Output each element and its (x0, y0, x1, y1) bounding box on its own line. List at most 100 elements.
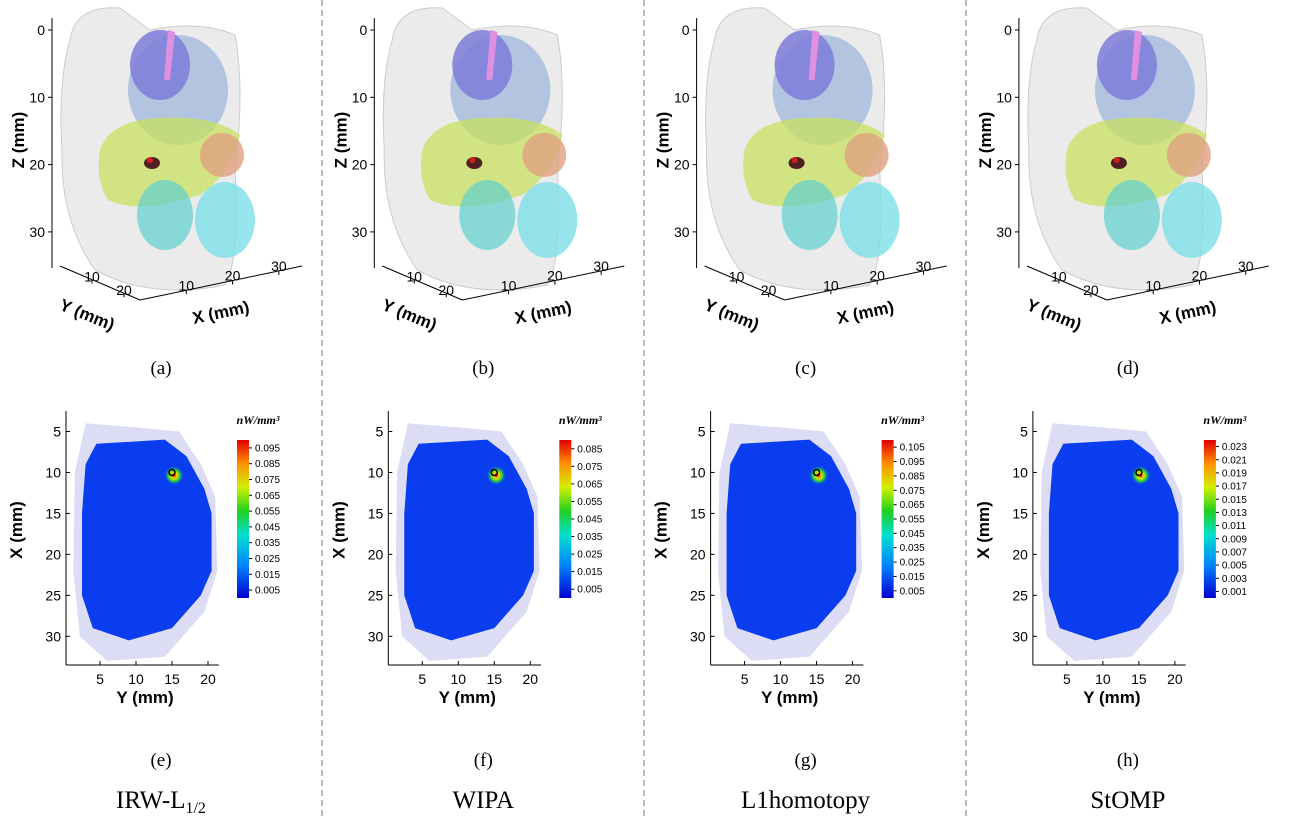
x3d-tick-label: 20 (869, 268, 885, 284)
x3d-tick-label: 10 (823, 277, 839, 293)
volume-render (382, 7, 578, 291)
spine (486, 30, 498, 80)
colorbar-tick-label: 0.045 (900, 529, 925, 540)
colorbar-tick-label: 0.055 (255, 507, 280, 518)
colorbar-tick-label: 0.021 (1222, 455, 1247, 466)
x3d-axis (784, 265, 947, 301)
cross-section (1048, 439, 1179, 641)
colorbar-tick-label: 0.075 (255, 475, 280, 486)
map-y-tick-label: 5 (1063, 671, 1071, 687)
colorbar-tick-label: 0.015 (577, 567, 602, 578)
x3d-tick-label: 10 (501, 277, 517, 293)
map-y-tick-label: 20 (845, 671, 861, 687)
colorbar-tick-label: 0.015 (1222, 495, 1247, 506)
kidney-left (1103, 180, 1160, 250)
colorbar-unit: nW/mm³ (881, 413, 924, 427)
panel-label: (a) (150, 358, 171, 379)
liver (98, 117, 240, 207)
cross-section (82, 439, 212, 641)
x3d-tick-label: 20 (225, 268, 241, 284)
panel-label: (b) (472, 358, 494, 379)
y3d-tick-label: 10 (1051, 269, 1067, 285)
map-y-axis-label: Y (mm) (116, 688, 173, 707)
z-tick-label: 20 (674, 157, 690, 173)
x3d-axis-label: X (mm) (1158, 297, 1218, 328)
colorbar-tick-label: 0.075 (577, 462, 602, 473)
z-tick-label: 10 (674, 89, 690, 105)
map-x-axis-label: X (mm) (652, 501, 671, 559)
x3d-axis-label: X (mm) (835, 297, 895, 328)
map-y-tick-label: 10 (451, 671, 467, 687)
z-tick-label: 30 (996, 224, 1012, 240)
map-y-tick-label: 20 (200, 671, 216, 687)
colorbar-tick-label: 0.005 (1222, 561, 1247, 572)
colorbar-unit: nW/mm³ (237, 413, 280, 427)
kidney-right (517, 182, 578, 258)
liver (743, 117, 885, 207)
stomach (1166, 133, 1211, 177)
map-x-tick-label: 25 (368, 587, 384, 603)
true-source (1135, 468, 1143, 477)
map-x-tick-label: 20 (368, 546, 384, 562)
map-x-tick-label: 5 (1020, 423, 1028, 439)
colorbar-tick-label: 0.005 (577, 585, 602, 596)
colorbar-unit: nW/mm³ (1203, 413, 1246, 427)
x3d-axis (462, 265, 625, 301)
colorbar-tick-label: 0.001 (1222, 587, 1247, 598)
z-axis-label: Z (mm) (9, 112, 28, 169)
z-tick-label: 30 (674, 224, 690, 240)
true-source (168, 468, 176, 477)
x3d-tick-label: 30 (916, 258, 932, 274)
cross-section (726, 439, 857, 641)
map-x-tick-label: 15 (690, 505, 706, 521)
colorbar-tick-label: 0.045 (577, 515, 602, 526)
map-x-tick-label: 15 (45, 505, 61, 521)
colorbar-tick-label: 0.003 (1222, 574, 1247, 585)
y3d-axis-label: Y (mm) (702, 295, 762, 334)
map-x-tick-label: 30 (1012, 628, 1028, 644)
map-y-tick-label: 10 (1095, 671, 1111, 687)
map-x-tick-label: 25 (690, 587, 706, 603)
stomach (844, 133, 889, 177)
panel-label: (f) (474, 750, 493, 771)
colorbar (559, 440, 572, 598)
source-marker (147, 157, 153, 163)
colorbar-tick-label: 0.025 (900, 558, 925, 569)
method-name: StOMP (1090, 787, 1165, 814)
kidney-right (195, 182, 255, 258)
colorbar-tick-label: 0.055 (900, 515, 925, 526)
method-name-text: WIPA (453, 787, 515, 814)
liver (420, 117, 563, 207)
map-y-tick-label: 15 (809, 671, 825, 687)
z-tick-label: 0 (682, 22, 690, 38)
z-tick-label: 30 (29, 224, 45, 240)
colorbar-tick-label: 0.007 (1222, 547, 1247, 558)
spine (808, 30, 820, 80)
colorbar-tick-label: 0.065 (255, 491, 280, 502)
method-name: IRW-L1/2 (116, 787, 206, 816)
volume-render (705, 7, 900, 291)
colorbar-tick-label: 0.055 (577, 497, 602, 508)
colorbar-tick-label: 0.095 (255, 443, 280, 454)
map-x-tick-label: 30 (368, 628, 384, 644)
z-axis-label: Z (mm) (654, 112, 673, 169)
spine (164, 30, 175, 80)
map-x-tick-label: 5 (53, 423, 61, 439)
colorbar-tick-label: 0.025 (255, 554, 280, 565)
map-y-tick-label: 5 (418, 671, 426, 687)
map-x-tick-label: 30 (45, 628, 61, 644)
z-tick-label: 10 (352, 89, 368, 105)
map-x-tick-label: 25 (45, 587, 61, 603)
y3d-axis-label: Y (mm) (379, 295, 439, 334)
map-y-tick-label: 15 (164, 671, 180, 687)
colorbar-tick-label: 0.015 (900, 572, 925, 583)
heart (452, 30, 513, 100)
map-y-axis-label: Y (mm) (1083, 688, 1140, 707)
map-x-tick-label: 5 (376, 423, 384, 439)
method-name: WIPA (453, 787, 515, 814)
y3d-axis (704, 265, 785, 301)
z-tick-label: 20 (996, 157, 1012, 173)
